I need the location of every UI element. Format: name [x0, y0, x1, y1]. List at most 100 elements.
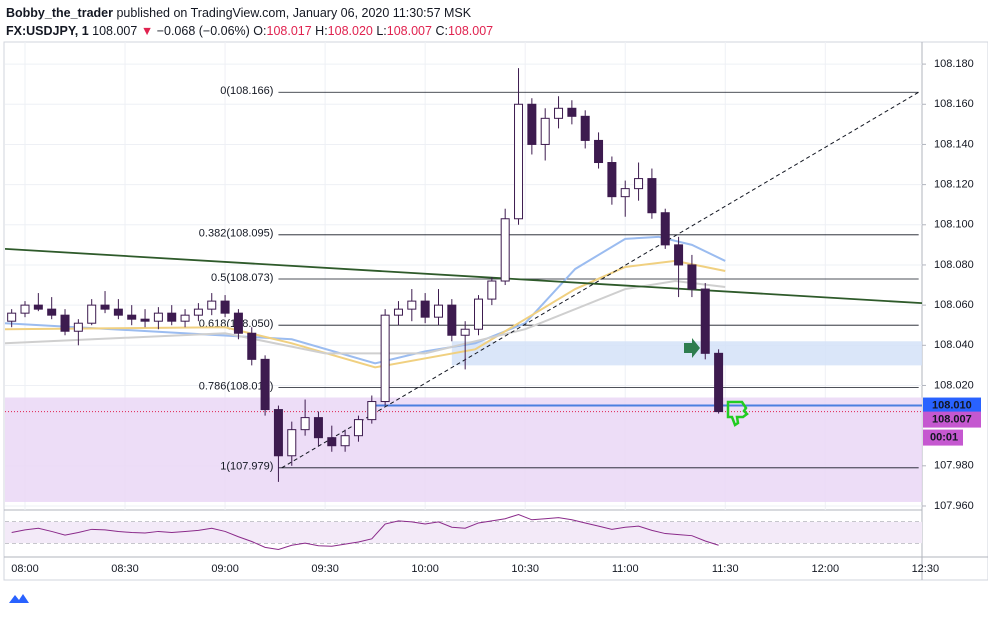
candle-body — [420, 300, 430, 318]
candle-body — [620, 188, 630, 198]
countdown: 00:01 — [930, 431, 958, 443]
trendline — [5, 247, 922, 305]
candle-body — [127, 314, 137, 320]
candle-body — [300, 417, 310, 431]
candle-body — [100, 304, 110, 310]
x-tick-label: 11:00 — [612, 563, 639, 575]
frame — [3, 41, 988, 581]
candle-body — [500, 218, 510, 282]
x-tick-label: 08:00 — [11, 563, 39, 575]
candle-body — [674, 244, 684, 266]
candle-body — [487, 280, 497, 300]
price-tag — [923, 397, 981, 414]
fib-label: 1(107.979) — [220, 461, 273, 473]
y-tick-label: 108.140 — [934, 138, 974, 150]
candle-body — [73, 322, 83, 332]
candle-body — [460, 328, 470, 336]
y-tick-label: 107.960 — [934, 500, 974, 512]
candle-body — [540, 117, 550, 145]
candle-body — [393, 308, 403, 316]
ohlc-value: 108.007 — [386, 24, 432, 38]
candle-body — [207, 300, 217, 310]
x-tick-label: 12:00 — [812, 563, 840, 575]
y-tick-label: 108.120 — [934, 179, 974, 191]
ohlc-value: 108.017 — [266, 24, 312, 38]
x-tick-label: 10:30 — [511, 563, 539, 575]
trendline — [281, 91, 919, 469]
quote-line: FX:USDJPY, 1 108.007 ▼ −0.068 (−0.06%) O… — [6, 22, 493, 40]
x-tick-label: 12:30 — [912, 563, 940, 575]
candle-body — [140, 318, 150, 322]
ohlc-value: 108.007 — [447, 24, 494, 38]
candle-body — [660, 212, 670, 246]
y-tick-label: 108.180 — [934, 58, 974, 70]
candle-body — [687, 264, 697, 290]
author: Bobby_the_trader — [6, 6, 113, 20]
change: −0.068 (−0.06%) — [156, 24, 250, 38]
footer — [8, 591, 34, 605]
y-tick-label: 108.040 — [934, 339, 974, 351]
y-tick-label: 108.080 — [934, 259, 974, 271]
ohlc-value: 108.020 — [327, 24, 373, 38]
ohlc: O:108.017 H:108.020 L:108.007 C:108.007 — [253, 24, 493, 38]
x-tick-label: 09:00 — [211, 563, 239, 575]
candle-body — [380, 314, 390, 403]
candle-body — [47, 308, 57, 316]
zone — [5, 397, 922, 502]
candle-body — [313, 417, 323, 439]
candle-body — [433, 304, 443, 318]
candle-body — [220, 300, 230, 314]
publish-line: Bobby_the_trader published on TradingVie… — [6, 4, 493, 22]
candle-body — [647, 178, 657, 214]
moving-average — [5, 280, 726, 355]
fib-label: 0(108.166) — [220, 85, 273, 97]
fib-label: 0.5(108.073) — [211, 272, 273, 284]
price-tag-label: 108.010 — [932, 399, 972, 411]
candle-body — [474, 298, 484, 330]
x-tick-label: 08:30 — [111, 563, 139, 575]
candle-body — [153, 312, 163, 322]
candle-body — [327, 437, 337, 447]
candle-body — [87, 304, 97, 324]
symbol: FX:USDJPY, 1 — [6, 24, 89, 38]
candle-body — [340, 435, 350, 447]
y-tick-label: 108.020 — [934, 379, 974, 391]
countdown-tag — [923, 429, 963, 446]
ohlc-label: C: — [435, 24, 448, 38]
candle-body — [60, 314, 70, 332]
change-arrow: ▼ — [140, 24, 154, 38]
candle-body — [580, 115, 590, 141]
candle-body — [527, 103, 537, 145]
candle-body — [700, 288, 710, 354]
ohlc-label: H: — [315, 24, 328, 38]
y-tick-label: 108.100 — [934, 219, 974, 231]
candle-body — [273, 409, 283, 457]
x-tick-label: 11:30 — [712, 563, 739, 575]
candle-body — [607, 162, 617, 198]
ohlc-label: O: — [253, 24, 267, 38]
price-tag-label: 108.007 — [932, 413, 972, 425]
candle-body — [287, 429, 297, 457]
candle-body — [367, 401, 377, 421]
candle-body — [193, 308, 203, 316]
candle-body — [233, 312, 243, 334]
header: Bobby_the_trader published on TradingVie… — [6, 4, 493, 40]
candle-body — [353, 419, 363, 437]
fib-label: 0.786(108.019) — [199, 380, 274, 392]
rsi-band-fill — [5, 521, 922, 544]
candle-body — [554, 107, 564, 119]
thumb-down-icon — [726, 400, 749, 427]
candle-body — [20, 304, 30, 314]
candle-body — [180, 314, 190, 322]
candle-body — [113, 308, 123, 316]
candle-body — [714, 352, 724, 413]
candle-body — [260, 358, 270, 411]
last-price: 108.007 — [92, 24, 138, 38]
rsi-line — [11, 513, 719, 550]
price-tag — [923, 411, 981, 428]
candle-body — [167, 312, 177, 322]
logo — [9, 594, 29, 603]
candle-body — [514, 103, 524, 220]
